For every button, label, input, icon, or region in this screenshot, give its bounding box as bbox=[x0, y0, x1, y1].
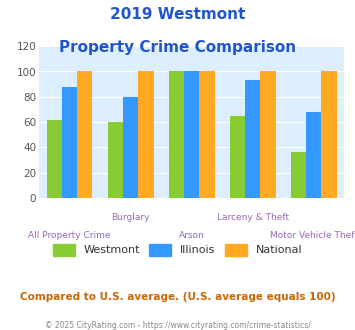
Text: 2019 Westmont: 2019 Westmont bbox=[110, 7, 245, 21]
Text: All Property Crime: All Property Crime bbox=[28, 231, 111, 240]
Bar bbox=[62, 87, 77, 198]
Legend: Westmont, Illinois, National: Westmont, Illinois, National bbox=[48, 239, 307, 260]
Bar bbox=[306, 112, 322, 198]
Bar bbox=[47, 119, 62, 198]
Bar bbox=[261, 72, 275, 198]
Bar bbox=[230, 116, 245, 198]
Bar bbox=[184, 72, 200, 198]
Bar bbox=[322, 72, 337, 198]
Text: Burglary: Burglary bbox=[111, 213, 150, 222]
Bar bbox=[245, 80, 261, 198]
Text: Property Crime Comparison: Property Crime Comparison bbox=[59, 40, 296, 54]
Bar bbox=[200, 72, 214, 198]
Text: Motor Vehicle Theft: Motor Vehicle Theft bbox=[270, 231, 355, 240]
Bar bbox=[108, 122, 123, 198]
Bar bbox=[138, 72, 153, 198]
Bar bbox=[77, 72, 92, 198]
Bar bbox=[169, 72, 184, 198]
Bar bbox=[291, 152, 306, 198]
Bar bbox=[123, 97, 138, 198]
Text: Arson: Arson bbox=[179, 231, 204, 240]
Text: Compared to U.S. average. (U.S. average equals 100): Compared to U.S. average. (U.S. average … bbox=[20, 292, 335, 302]
Text: Larceny & Theft: Larceny & Theft bbox=[217, 213, 289, 222]
Text: © 2025 CityRating.com - https://www.cityrating.com/crime-statistics/: © 2025 CityRating.com - https://www.city… bbox=[45, 321, 310, 330]
